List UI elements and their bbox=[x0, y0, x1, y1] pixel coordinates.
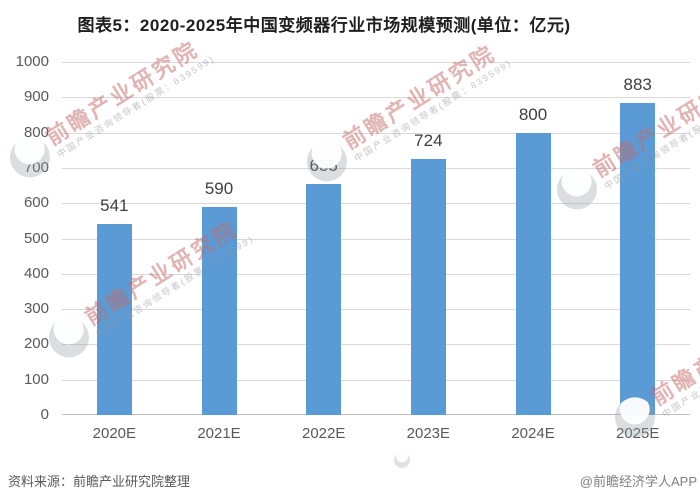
bar-value-label: 800 bbox=[518, 105, 548, 124]
y-tick-label: 0 bbox=[40, 406, 49, 423]
y-tick-label: 100 bbox=[23, 370, 49, 388]
gridline bbox=[62, 379, 690, 381]
bar-2022E bbox=[306, 184, 342, 415]
y-tick-label: 900 bbox=[23, 88, 49, 106]
bar-2023E bbox=[410, 159, 446, 415]
x-tick-label-2020E: 2020E bbox=[92, 425, 137, 442]
bar-column-2023E: 724 bbox=[376, 62, 481, 415]
bar-value-label: 655 bbox=[309, 156, 338, 175]
x-tick-label-2023E: 2023E bbox=[406, 425, 451, 442]
x-axis-line bbox=[62, 414, 690, 415]
x-tick-label-2025E: 2025E bbox=[616, 425, 660, 442]
x-tick-label-2021E: 2021E bbox=[197, 425, 241, 442]
bar-value-label: 590 bbox=[204, 179, 234, 198]
bar-column-2025E: 883 bbox=[585, 62, 690, 415]
source-note: 资料来源：前瞻产业研究院整理 bbox=[8, 474, 191, 489]
bar-2024E bbox=[515, 133, 551, 415]
bar-series: 541 590 655 724 800 883 bbox=[62, 62, 690, 415]
bar-value-label: 541 bbox=[100, 196, 129, 215]
x-tick-label-2022E: 2022E bbox=[301, 425, 346, 442]
y-tick-label: 200 bbox=[23, 335, 49, 353]
bar-2021E bbox=[201, 207, 237, 415]
y-tick-label: 1000 bbox=[15, 53, 49, 70]
gridline bbox=[62, 344, 690, 346]
bar-value-label: 724 bbox=[414, 131, 443, 150]
gridline bbox=[62, 62, 690, 63]
bar-column-2020E: 541 bbox=[62, 62, 167, 415]
y-axis-labels: 1000 900 800 700 600 500 400 300 200 100 0 bbox=[0, 53, 49, 423]
gridline bbox=[62, 167, 690, 169]
gridline bbox=[62, 132, 690, 134]
bar-2020E bbox=[96, 224, 132, 415]
y-tick-label: 800 bbox=[23, 123, 49, 141]
x-axis-labels: 2020E 2021E 2022E 2023E 2024E 2025E bbox=[62, 425, 690, 442]
bar-column-2024E: 800 bbox=[481, 62, 586, 415]
y-tick-label: 400 bbox=[23, 264, 49, 282]
gridline bbox=[62, 97, 690, 99]
bar-value-label: 883 bbox=[623, 75, 652, 94]
y-tick-label: 600 bbox=[23, 194, 49, 212]
gridline bbox=[62, 203, 690, 205]
gridline bbox=[62, 273, 690, 275]
x-tick-label-2024E: 2024E bbox=[511, 425, 555, 442]
app-credit: @前瞻经济学人APP bbox=[579, 474, 697, 489]
gridline bbox=[62, 309, 690, 311]
y-tick-label: 300 bbox=[23, 300, 49, 318]
bar-2025E bbox=[620, 103, 656, 415]
watermark-fragment-icon bbox=[390, 448, 414, 472]
y-tick-label: 700 bbox=[23, 158, 49, 176]
bar-column-2021E: 590 bbox=[167, 62, 272, 415]
bar-column-2022E: 655 bbox=[271, 62, 376, 415]
y-tick-label: 500 bbox=[23, 229, 49, 247]
gridline bbox=[62, 238, 690, 240]
chart-title: 图表5：2020-2025年中国变频器行业市场规模预测(单位：亿元) bbox=[77, 16, 571, 35]
plot-area: 541 590 655 724 800 883 bbox=[62, 62, 690, 415]
